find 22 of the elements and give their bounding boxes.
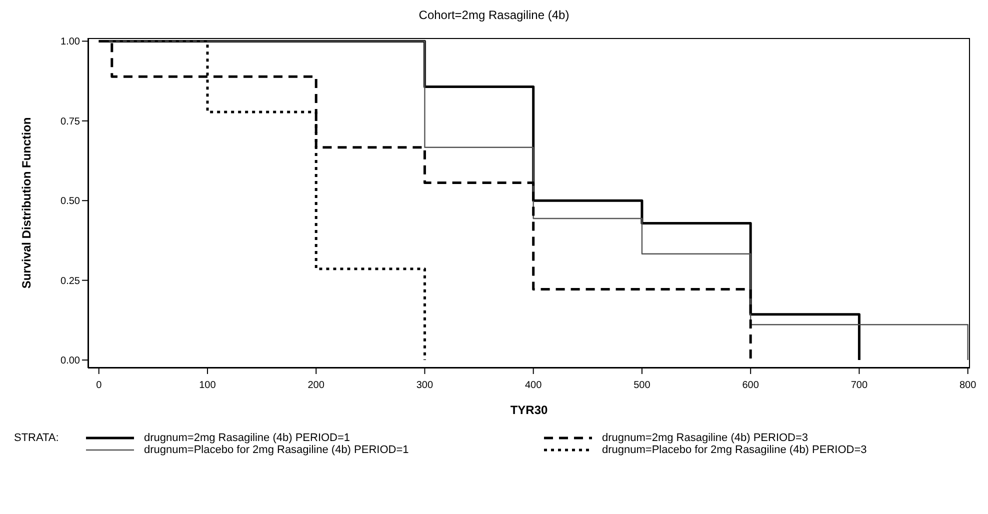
y-tick-label: 0.50 [60, 196, 80, 208]
y-tick-label: 0.00 [60, 356, 80, 367]
legend-label: drugnum=Placebo for 2mg Rasagiline (4b) PERIOD=3 [602, 444, 867, 456]
x-tick-label: 100 [199, 380, 216, 391]
x-axis-title: TYR30 [510, 403, 548, 417]
legend-label: drugnum=2mg Rasagiline (4b) PERIOD=1 [144, 432, 350, 444]
y-tick-label: 0.25 [60, 276, 80, 287]
x-tick-label: 700 [850, 380, 868, 391]
legend-title: STRATA: [13, 432, 60, 446]
x-tick-label: 400 [525, 380, 542, 391]
x-tick-label: 600 [742, 380, 760, 391]
x-tick-label: 0 [96, 380, 102, 391]
x-tick-label: 800 [959, 380, 977, 391]
x-tick-label: 300 [416, 380, 434, 391]
x-tick-label: 200 [308, 380, 325, 391]
legend-label: drugnum=2mg Rasagiline (4b) PERIOD=3 [602, 432, 808, 444]
y-axis-title: Survival Distribution Function [19, 117, 34, 289]
legend-label: drugnum=Placebo for 2mg Rasagiline (4b) PERIOD=1 [144, 444, 409, 456]
y-tick-label: 1.00 [60, 36, 80, 48]
y-tick-label: 0.75 [60, 116, 80, 128]
x-tick-label: 500 [634, 380, 651, 391]
chart-title: Cohort=2mg Rasagiline (4b) [418, 8, 570, 22]
